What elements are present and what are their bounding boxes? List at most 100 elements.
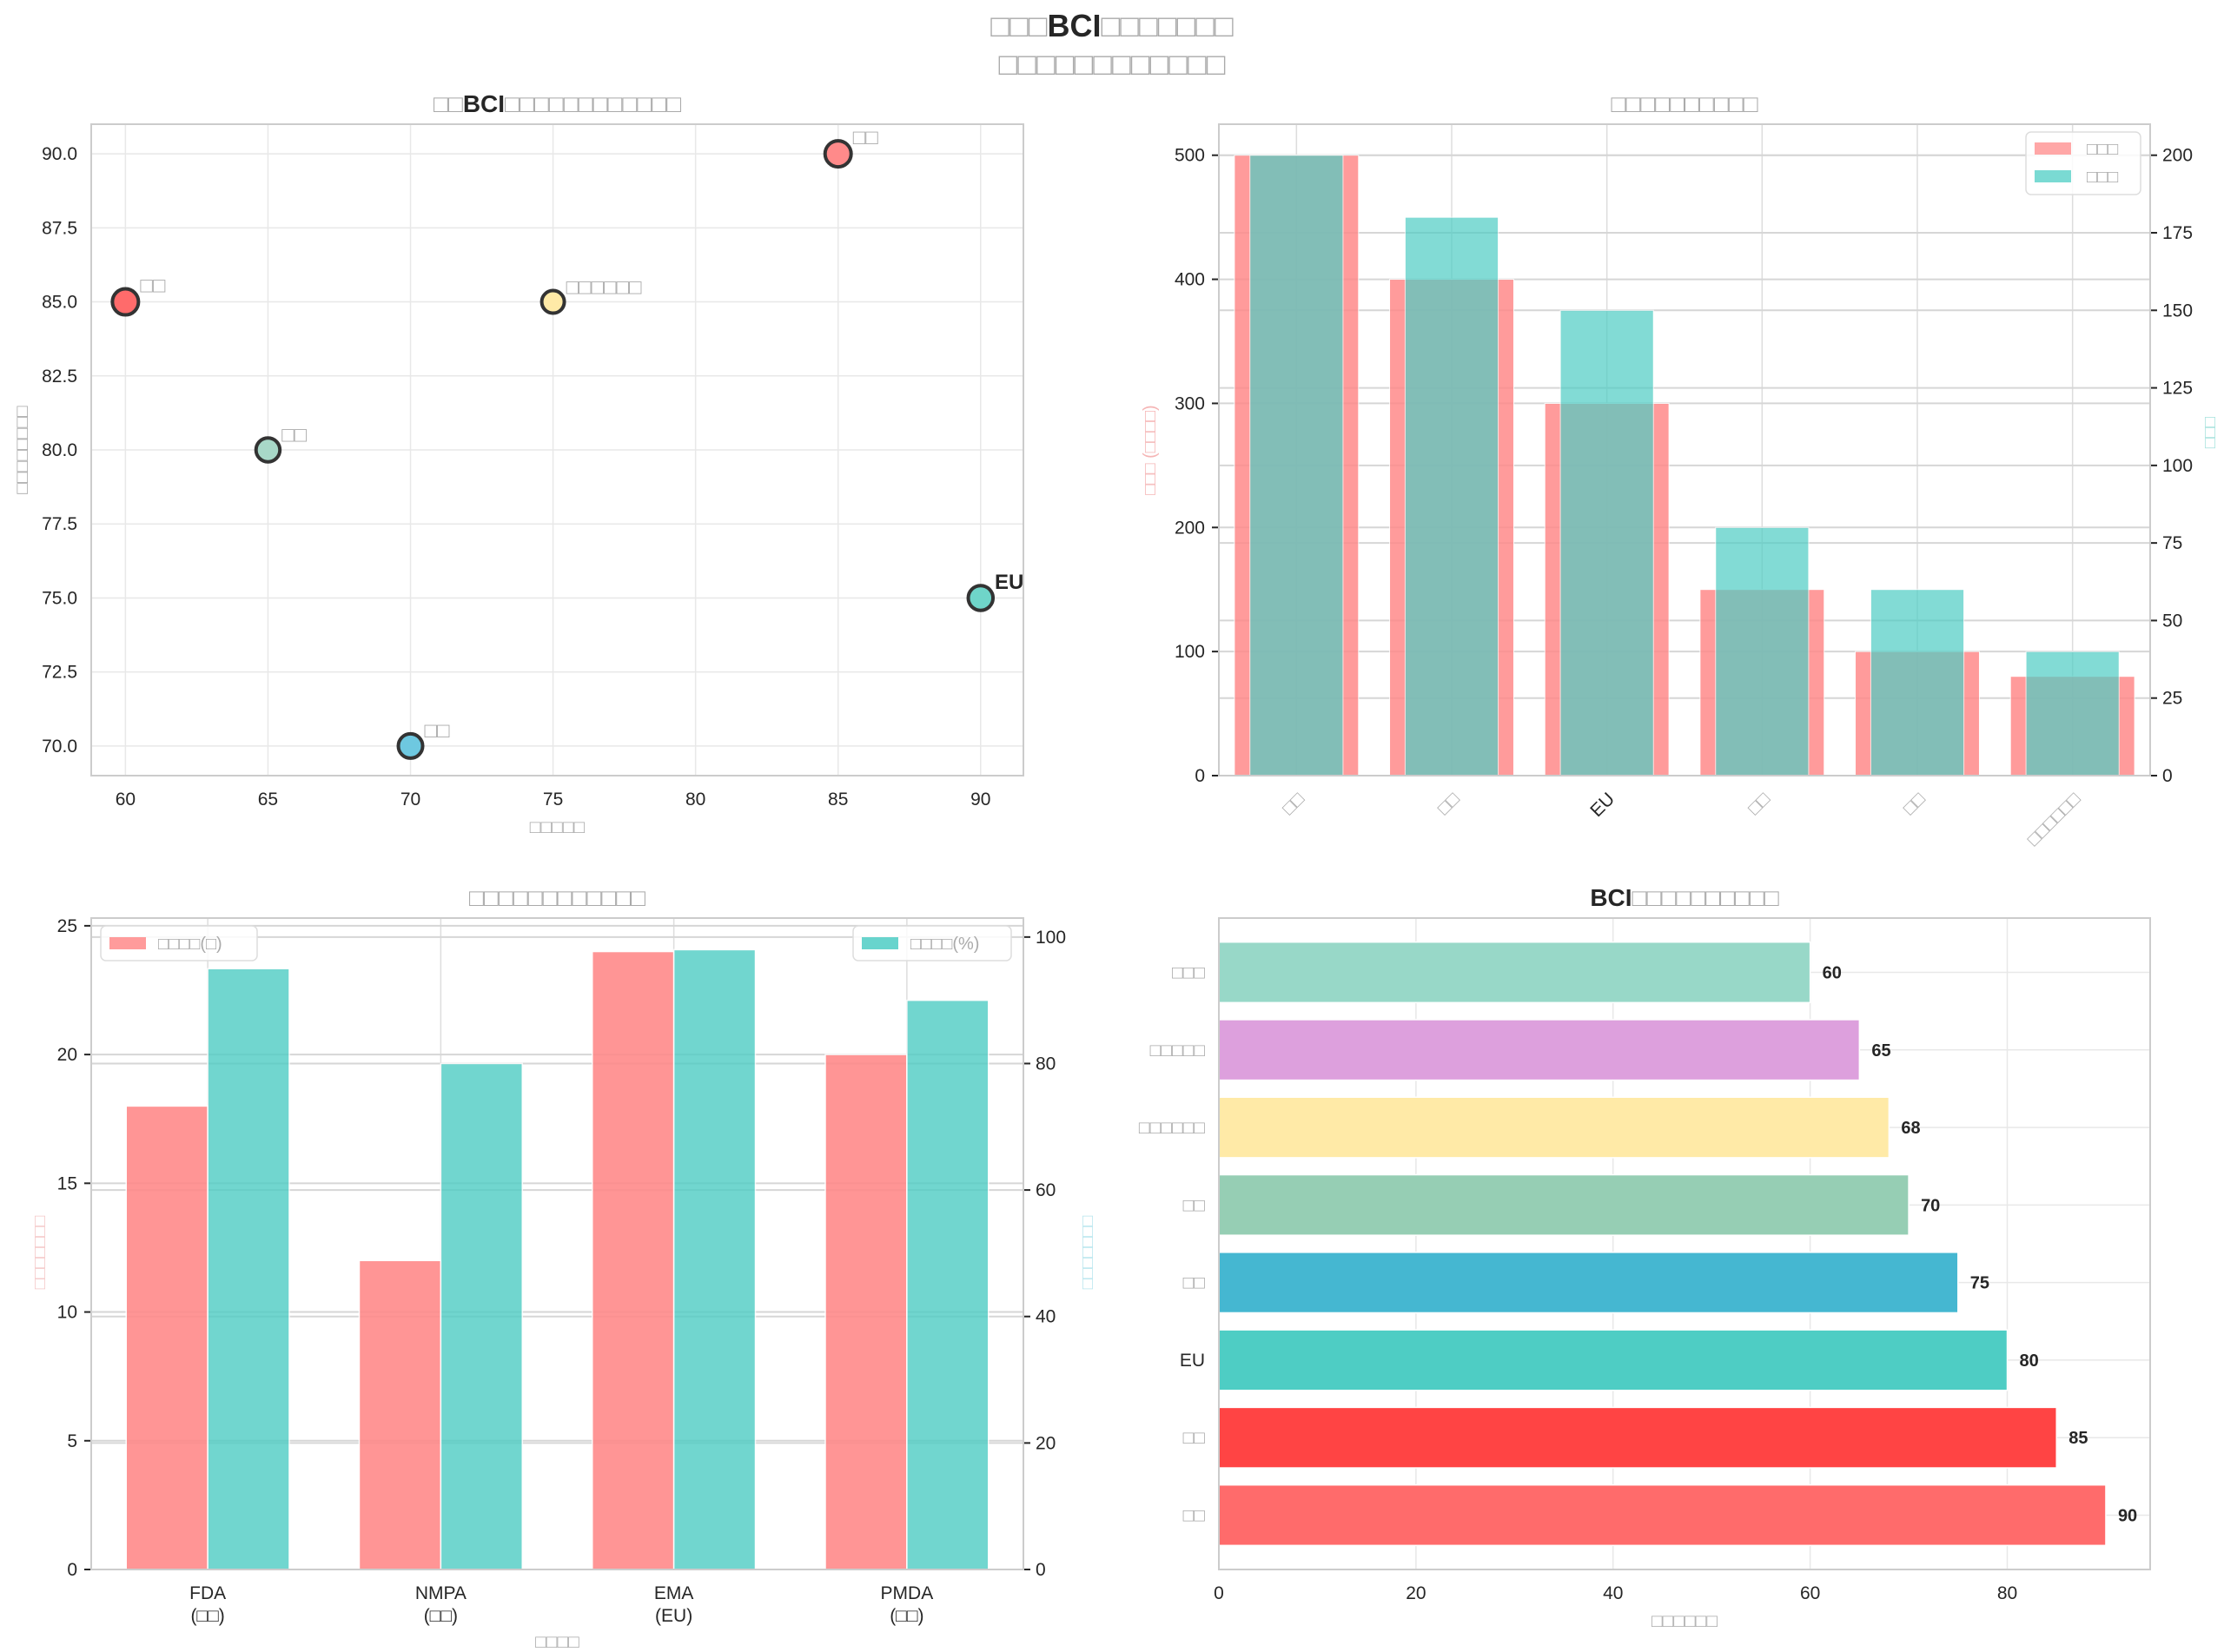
hbar-value-label: 68 [1901,1119,1920,1138]
bar-approval-count [824,1054,908,1570]
x-tick-label: 75 [543,790,563,809]
hbar [1218,941,1811,1004]
hbar-axes-frame [1218,917,2151,1570]
y-left-tick-label: 300 [1175,393,1205,413]
y-left-tick-label: 100 [1175,642,1205,662]
y-right-tick-label: 20 [1036,1433,1056,1453]
legend-box [852,925,1012,961]
y-left-tick-label: 20 [57,1045,77,1065]
scatter-point [396,731,425,760]
figure-title-prefix: □□□ [990,8,1048,43]
hbar-value-label: 70 [1921,1196,1940,1215]
grouped-bar-x-axis-label: □□□□ [535,1632,579,1652]
x-tick-label: 20 [1406,1583,1426,1603]
figure-title-suffix: □□□□□□□ [1101,8,1234,43]
x-tick-label-line2: (□□) [190,1606,224,1626]
y-left-tick-label: 200 [1175,518,1205,538]
legend-label: □□□□(%) [910,935,979,954]
y-left-tick-label: 5 [67,1431,77,1451]
x-tick-label: 70 [400,790,420,809]
x-tick-label: □□ [1433,789,1463,818]
hbar [1218,1329,2009,1391]
x-tick-label: 40 [1603,1583,1623,1603]
bar-right-series [1715,526,1810,776]
bar-approval-count [358,1259,442,1570]
y-left-tick-label: 400 [1175,270,1205,290]
hbar-value-label: 90 [2118,1507,2137,1526]
hbar [1218,1252,1959,1314]
y-right-tick-label: 125 [2162,379,2193,399]
scatter-y-axis-label: □□□□□□□□ [12,406,32,494]
y-right-tick-label: 0 [1036,1560,1046,1580]
y-tick-label: 70.0 [42,737,77,757]
scatter-axes-frame [90,123,1024,776]
bar-right-series [2025,651,2120,776]
y-right-tick-label: 100 [1036,928,1066,948]
y-right-tick-label: 75 [2162,533,2182,553]
bar-right-series [1249,155,1344,776]
figure-title-bold: BCI [1047,8,1102,43]
hbar-value-label: 85 [2068,1429,2088,1448]
legend-swatch [2035,170,2071,182]
scatter-point-label: □□ [140,274,165,298]
scatter-title-part: □□ [434,90,463,117]
x-tick-label-line1: PMDA [881,1583,934,1603]
x-tick-label: EU [1586,789,1618,821]
x-tick-label: 80 [685,790,705,809]
hbar [1218,1406,2057,1469]
y-tick-label: □□□ [1172,963,1205,983]
scatter-point-label: □□ [281,423,307,446]
legend-swatch [109,937,146,949]
legend-label: □□□ [2087,140,2118,159]
y-left-axis-label: □□□ (□□□□) [1141,405,1160,494]
bar-right-series [1404,216,1499,776]
y-tick-label: 75.0 [42,588,77,608]
y-tick-label: □□ [1183,1273,1206,1293]
hbar-chart: 0 20 40 60 80 90 □□ 85 □□ 80 EU 75 □□ 70 □□ 68 □□□□□□ 65 □… [1139,884,2151,1631]
bar-rate-percent [672,948,757,1570]
hbar-title-part: □□□□□□□□□□ [1632,884,1779,911]
y-left-tick-label: 0 [67,1560,77,1580]
dual-bar-chart: 0 100 200 300 400 500 0 25 50 75 100 125 150 175 200 □□… [1141,90,2220,849]
y-right-tick-label: 80 [1036,1054,1056,1074]
y-right-tick-label: 50 [2162,611,2182,631]
x-tick-label: FDA (□□) [189,1583,226,1626]
y-tick-label: 90.0 [42,144,77,164]
hbar-value-label: 80 [2020,1351,2039,1371]
scatter-chart: 60 65 70 75 80 85 90 70.0 72.5 75.0 77.5 80.0 82.5 85… [12,90,1024,837]
bar-rate-percent [906,999,990,1570]
legend-swatch [862,937,898,949]
y-left-tick-label: 15 [57,1173,77,1193]
x-tick-label: 60 [1800,1583,1820,1603]
x-tick-label-line1: EMA [654,1583,694,1603]
bar-rate-percent [207,968,290,1570]
grouped-bar-chart: 0 5 10 15 20 25 0 20 40 60 80 100 FDA (□□) NMPA (□□) EMA… [30,884,1097,1652]
y-left-tick-label: 25 [57,916,77,936]
scatter-title-part: BCI [463,90,505,117]
bar-right-series [1559,309,1654,776]
x-tick-label: □□□□□□ [2023,789,2084,849]
dual-bar-axes-frame [1218,123,2151,776]
y-tick-label: □□ [1183,1506,1206,1526]
hbar-value-label: 60 [1823,964,1842,983]
y-left-tick-label: 500 [1175,146,1205,166]
y-tick-label: 80.0 [42,440,77,460]
y-tick-label: □□ [1183,1428,1206,1448]
x-tick-label: 60 [116,790,136,809]
y-right-tick-label: 100 [2162,456,2193,476]
y-right-tick-label: 25 [2162,689,2182,709]
scatter-point [539,288,566,315]
y-tick-label: 87.5 [42,218,77,238]
scatter-point [110,287,141,317]
x-tick-label-line2: (EU) [655,1606,692,1626]
figure-title-line2: □□□□□□□□□□□□ [998,46,1226,82]
x-tick-label: □□ [1744,789,1774,818]
y-right-tick-label: 40 [1036,1307,1056,1327]
x-tick-label: EMA (EU) [654,1583,694,1626]
x-tick-label-line1: FDA [189,1583,226,1603]
grouped-bar-title: □□□□□□□□□□□□ [469,884,645,911]
x-tick-label: 80 [1997,1583,2017,1603]
y-tick-label: □□□□□ [1150,1041,1206,1061]
y-tick-label: 85.0 [42,293,77,313]
y-right-tick-label: 150 [2162,301,2193,320]
